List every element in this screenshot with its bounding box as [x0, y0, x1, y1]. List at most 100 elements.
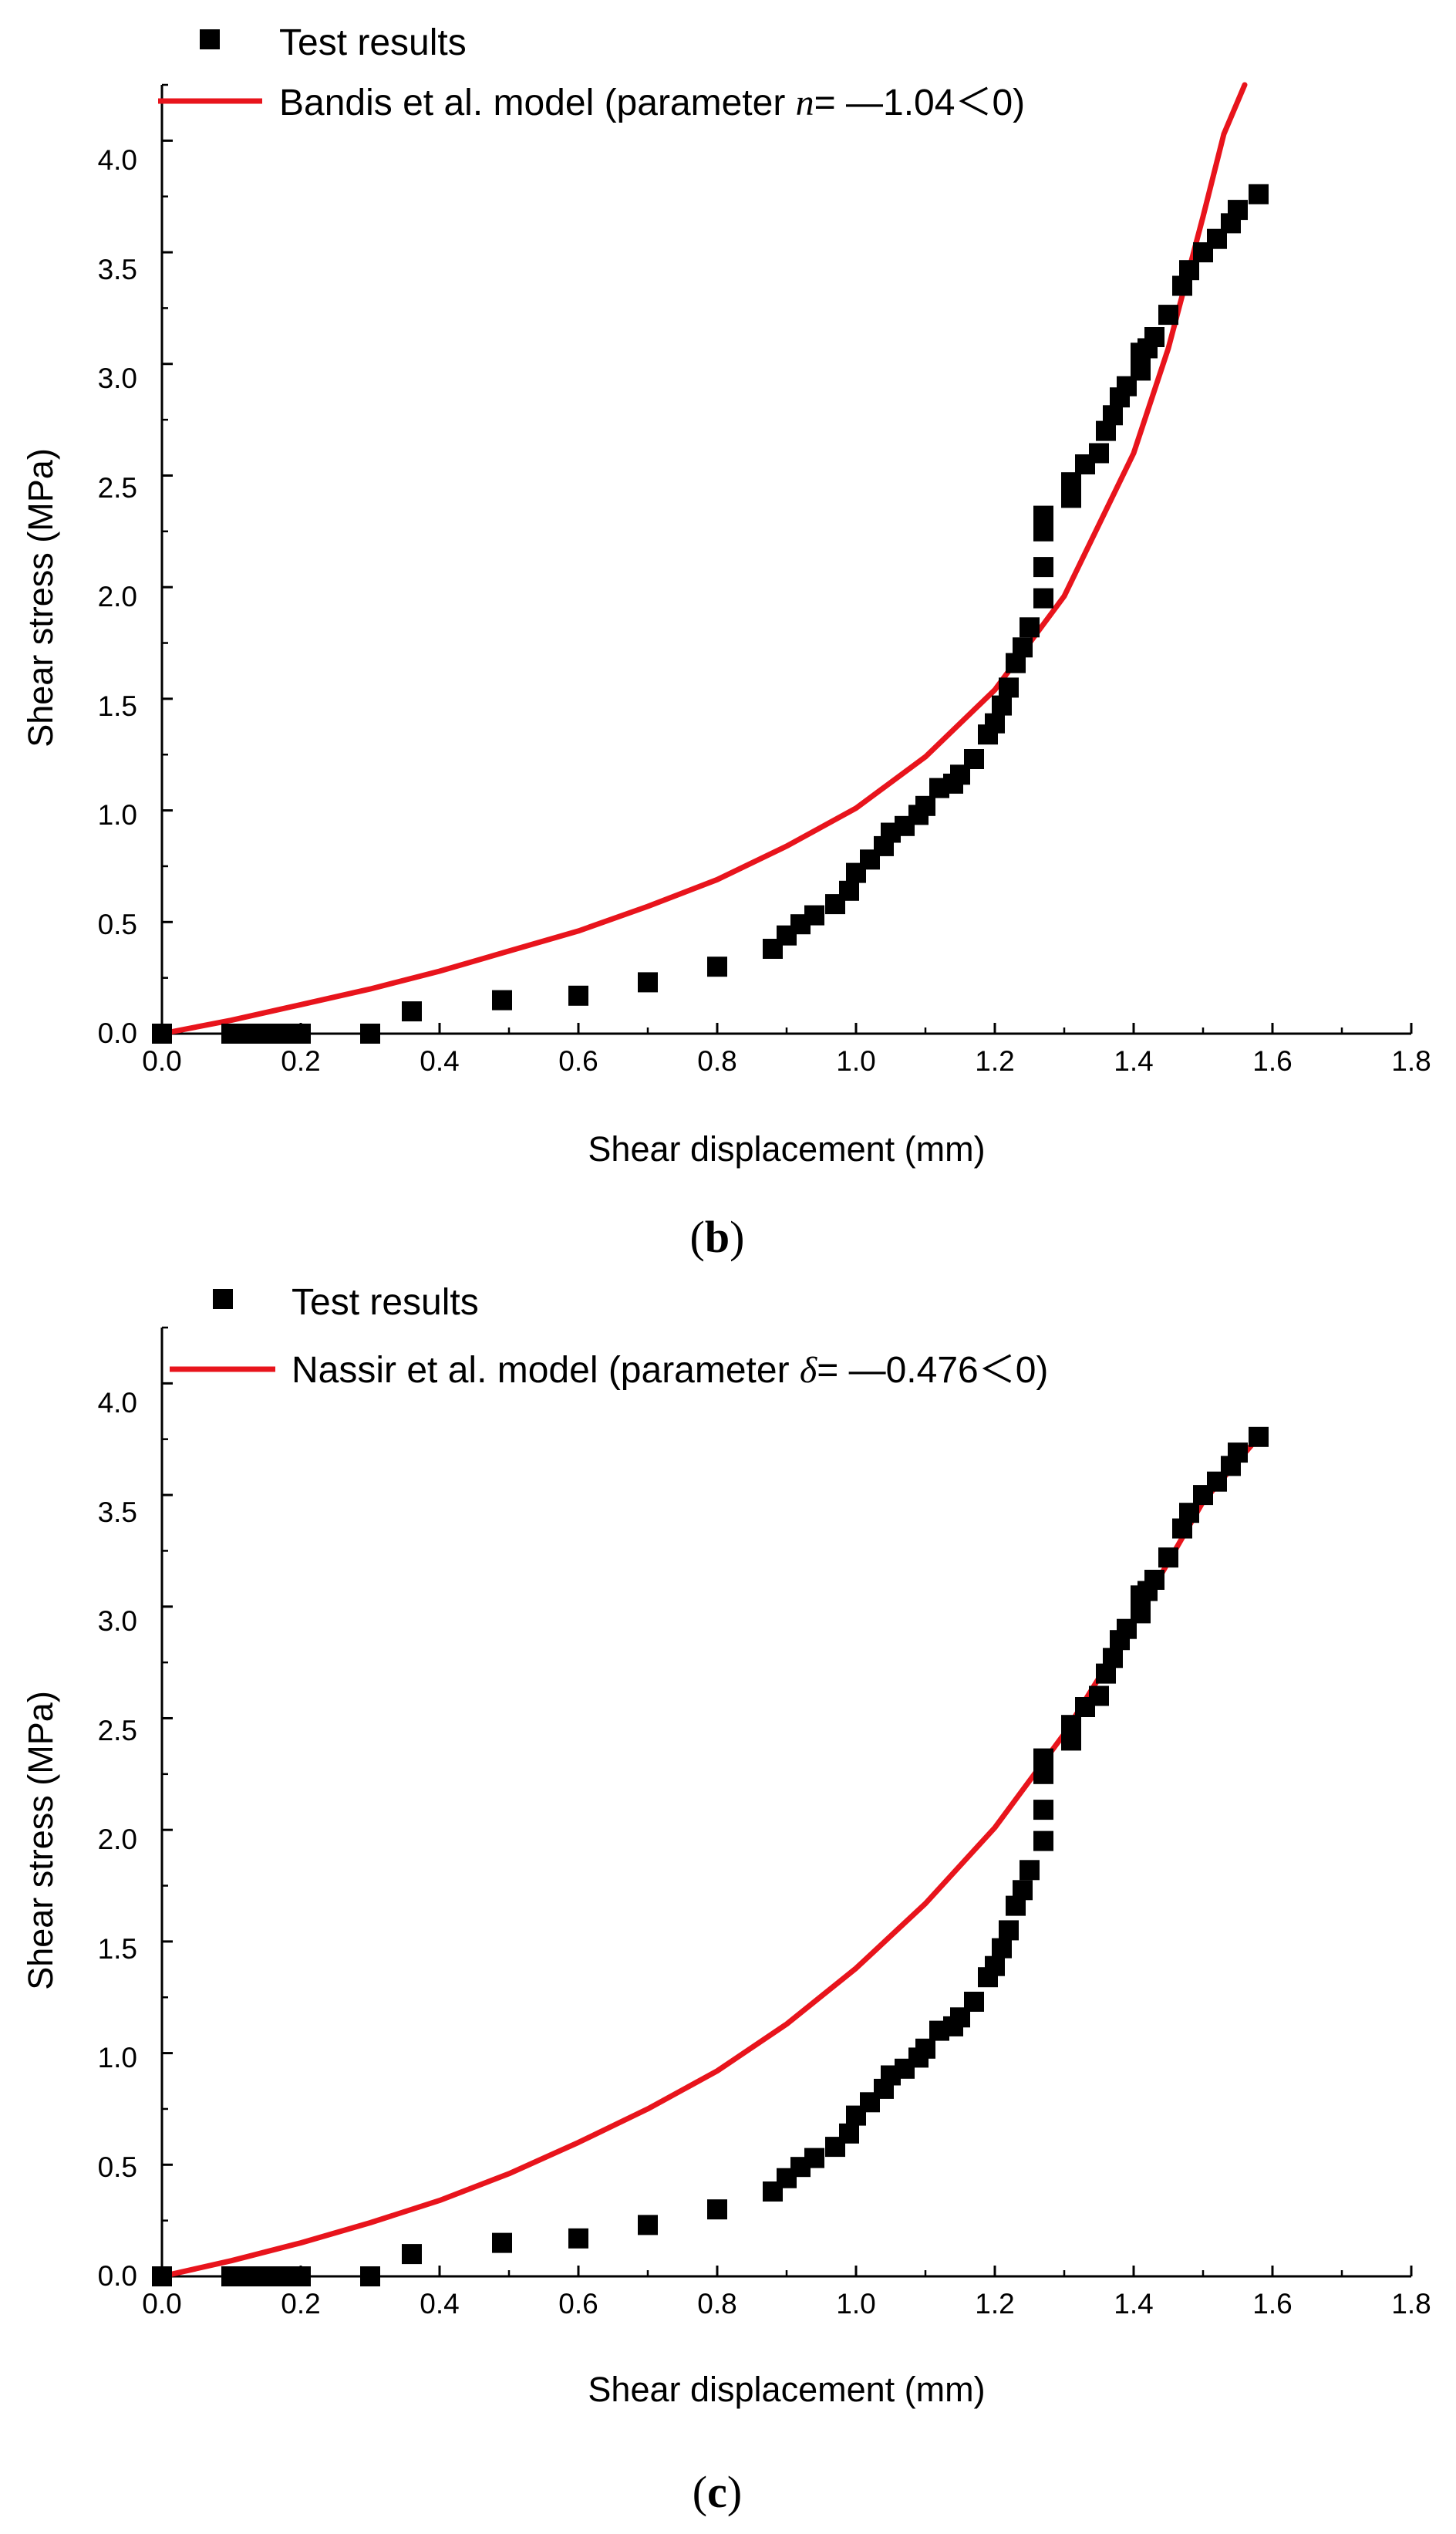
legend-line-label-prefix: Nassir et al. model (parameter: [292, 1350, 800, 1391]
test-result-point: [964, 1992, 984, 2012]
legend: Test results Bandis et al. model (parame…: [158, 22, 1025, 123]
y-tick-label: 4.0: [98, 144, 137, 176]
legend-line-label: Bandis et al. model (parameter n= —1.04＜…: [279, 83, 1025, 123]
y-tick-labels: 0.0 0.5 1.0 1.5 2.0 2.5 3.0 3.5 4.0: [98, 144, 137, 1049]
test-result-point: [1089, 443, 1109, 464]
x-tick-label: 0.6: [558, 1045, 598, 1077]
x-tick-label: 0.4: [420, 1045, 459, 1077]
x-tick-labels: 0.0 0.2 0.4 0.6 0.8 1.0 1.2 1.4 1.6 1.8: [142, 2288, 1431, 2320]
test-result-point: [360, 1024, 380, 1044]
y-tick-label: 2.0: [98, 581, 137, 612]
test-result-point: [707, 2199, 727, 2220]
y-tick-label: 1.0: [98, 799, 137, 831]
x-tick-label: 0.0: [142, 1045, 181, 1077]
x-tick-label: 0.4: [420, 2288, 459, 2320]
test-result-point: [804, 905, 824, 926]
test-result-point: [360, 2266, 380, 2286]
legend-line-label-suffix: = —1.04＜0): [814, 83, 1025, 123]
y-tick-label: 1.5: [98, 690, 137, 722]
legend-scatter-symbol: [213, 1289, 233, 1309]
test-result-point: [152, 2266, 172, 2286]
legend-scatter-symbol: [200, 29, 220, 49]
test-result-point: [1061, 472, 1081, 493]
test-result-point: [1249, 184, 1269, 204]
test-result-point: [1179, 1503, 1199, 1523]
x-tick-label: 1.2: [975, 1045, 1014, 1077]
test-result-point: [1033, 557, 1053, 578]
test-result-point: [492, 2232, 512, 2253]
x-tick-label: 1.8: [1391, 2288, 1431, 2320]
test-result-point: [1013, 1880, 1033, 1901]
legend: Test results Nassir et al. model (parame…: [170, 1282, 1048, 1391]
panel-label-open-paren: (: [690, 1212, 705, 1262]
x-tick-label: 1.0: [836, 2288, 875, 2320]
test-result-point: [915, 2038, 935, 2059]
test-result-point: [568, 985, 588, 1006]
test-result-point: [152, 1024, 172, 1044]
test-result-point: [1033, 505, 1053, 526]
y-tick-label: 2.5: [98, 472, 137, 504]
test-result-point: [985, 1955, 1005, 1976]
legend-scatter-label: Test results: [292, 1282, 479, 1323]
panel-label-letter: c: [707, 2467, 727, 2517]
y-tick-label: 0.5: [98, 2151, 137, 2183]
model-curve: [159, 82, 1248, 1037]
y-tick-label: 3.5: [98, 254, 137, 285]
model-curve: [159, 1434, 1262, 2279]
test-result-point: [1179, 260, 1199, 281]
test-result-point: [1033, 1748, 1053, 1769]
test-result-point: [999, 1920, 1019, 1941]
test-result-point: [1089, 1685, 1109, 1706]
y-tick-label: 3.0: [98, 1605, 137, 1637]
panel-label-close-paren: ): [727, 2467, 742, 2517]
test-result-point: [839, 2123, 859, 2144]
test-results-markers: [152, 1426, 1269, 2286]
x-tick-label: 0.8: [697, 2288, 736, 2320]
legend-line-label-symbol: n: [796, 83, 814, 123]
test-result-point: [985, 713, 1005, 734]
x-tick-label: 1.6: [1252, 2288, 1292, 2320]
panel-label-b: (b): [690, 1212, 745, 1262]
legend-scatter-label: Test results: [279, 22, 467, 63]
x-tick-label: 1.6: [1252, 1045, 1292, 1077]
test-result-point: [992, 1938, 1012, 1959]
test-result-point: [1103, 1648, 1123, 1669]
test-result-point: [839, 880, 859, 901]
test-result-point: [1144, 1570, 1164, 1590]
test-result-point: [1144, 327, 1164, 347]
test-result-point: [1033, 1830, 1053, 1851]
test-result-point: [992, 695, 1012, 716]
test-result-point: [1033, 588, 1053, 609]
y-tick-labels: 0.0 0.5 1.0 1.5 2.0 2.5 3.0 3.5 4.0: [98, 1387, 137, 2292]
y-tick-label: 0.5: [98, 909, 137, 940]
test-result-point: [999, 677, 1019, 698]
chart-panel-b: 0.0 0.5 1.0 1.5 2.0 2.5 3.0 3.5 4.0 0.0 …: [21, 22, 1431, 1262]
legend-line-label-symbol: δ: [800, 1350, 817, 1391]
x-tick-label: 1.4: [1114, 1045, 1153, 1077]
y-axis-label: Shear stress (MPa): [21, 448, 60, 747]
y-tick-label: 1.5: [98, 1933, 137, 1965]
legend-line-label-suffix: = —0.476＜0): [817, 1350, 1048, 1391]
x-tick-label: 0.2: [281, 2288, 320, 2320]
x-axis-label: Shear displacement (mm): [588, 1129, 985, 1169]
x-tick-label: 0.6: [558, 2288, 598, 2320]
test-result-point: [707, 957, 727, 977]
test-result-point: [1158, 305, 1178, 326]
test-result-point: [1013, 637, 1033, 658]
test-result-point: [1061, 1715, 1081, 1736]
test-result-point: [804, 2148, 824, 2168]
x-tick-label: 1.8: [1391, 1045, 1431, 1077]
y-tick-label: 4.0: [98, 1387, 137, 1419]
test-result-point: [1033, 1800, 1053, 1820]
panel-label-open-paren: (: [693, 2467, 707, 2517]
x-tick-labels: 0.0 0.2 0.4 0.6 0.8 1.0 1.2 1.4 1.6 1.8: [142, 1045, 1431, 1077]
model-curve-layer: [159, 1434, 1262, 2279]
test-result-point: [492, 990, 512, 1011]
test-result-point: [638, 972, 658, 993]
test-result-point: [402, 1001, 422, 1022]
panel-label-letter: b: [705, 1212, 730, 1262]
chart-panel-c: 0.0 0.5 1.0 1.5 2.0 2.5 3.0 3.5 4.0 0.0 …: [21, 1282, 1431, 2517]
test-result-point: [1158, 1547, 1178, 1568]
test-result-point: [1131, 360, 1151, 381]
